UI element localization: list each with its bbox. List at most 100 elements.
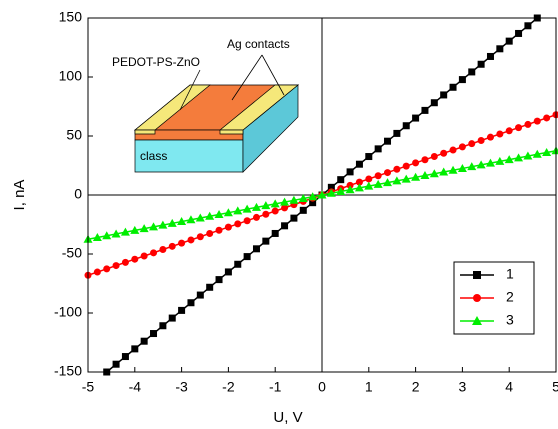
marker — [122, 353, 129, 360]
chart: class PEDOT-PS-ZnO Ag contacts U, V I, n… — [0, 0, 558, 429]
marker — [543, 114, 550, 121]
marker — [515, 30, 522, 37]
marker — [515, 124, 522, 131]
marker — [450, 147, 457, 154]
marker — [169, 315, 176, 322]
marker — [450, 84, 457, 91]
marker — [365, 175, 372, 182]
marker — [253, 214, 260, 221]
marker — [197, 292, 204, 299]
marker — [187, 236, 194, 243]
marker — [375, 145, 382, 152]
marker — [178, 240, 185, 247]
x-tick-label: -1 — [269, 379, 282, 395]
marker — [262, 238, 269, 245]
annotation: PEDOT-PS-ZnO — [112, 55, 200, 69]
marker — [384, 169, 391, 176]
marker — [403, 163, 410, 170]
marker — [459, 143, 466, 150]
marker — [524, 121, 531, 128]
y-tick-label: 150 — [59, 9, 83, 25]
marker — [478, 61, 485, 68]
marker — [403, 122, 410, 129]
marker — [524, 22, 531, 29]
marker — [487, 134, 494, 141]
marker — [478, 137, 485, 144]
marker — [244, 217, 251, 224]
y-tick-label: -150 — [54, 363, 82, 379]
marker — [421, 107, 428, 114]
marker — [131, 256, 138, 263]
y-tick-label: 100 — [59, 68, 83, 84]
marker — [262, 211, 269, 218]
marker — [431, 99, 438, 106]
marker — [178, 307, 185, 314]
marker — [225, 268, 232, 275]
marker — [272, 208, 279, 215]
x-tick-label: 3 — [459, 379, 467, 395]
marker — [506, 127, 513, 134]
legend: 123 — [454, 262, 534, 334]
marker — [421, 156, 428, 163]
marker — [431, 153, 438, 160]
marker — [113, 361, 120, 368]
x-tick-label: -2 — [222, 379, 235, 395]
marker — [197, 233, 204, 240]
marker — [216, 227, 223, 234]
x-tick-label: -3 — [175, 379, 188, 395]
y-tick-label: 50 — [66, 127, 82, 143]
x-tick-label: -5 — [82, 379, 95, 395]
marker — [216, 276, 223, 283]
marker — [496, 130, 503, 137]
marker — [365, 153, 372, 160]
marker — [440, 91, 447, 98]
marker — [244, 253, 251, 260]
legend-label: 1 — [506, 266, 514, 282]
marker — [113, 262, 120, 269]
marker — [553, 111, 558, 118]
marker — [141, 338, 148, 345]
marker — [290, 215, 297, 222]
marker — [552, 146, 558, 154]
y-tick-label: 0 — [74, 186, 82, 202]
marker — [206, 284, 213, 291]
marker — [206, 230, 213, 237]
marker — [468, 140, 475, 147]
x-tick-label: 5 — [552, 379, 558, 395]
annotation: Ag contacts — [227, 37, 290, 51]
marker — [122, 259, 129, 266]
annotation: class — [140, 149, 167, 163]
legend-label: 3 — [506, 312, 514, 328]
marker — [225, 224, 232, 231]
x-tick-label: 4 — [505, 379, 513, 395]
marker — [103, 265, 110, 272]
marker — [272, 230, 279, 237]
marker — [412, 115, 419, 122]
marker — [496, 45, 503, 52]
marker — [468, 68, 475, 75]
marker — [159, 322, 166, 329]
marker — [506, 38, 513, 45]
x-tick-label: -4 — [129, 379, 142, 395]
marker — [393, 130, 400, 137]
marker — [375, 172, 382, 179]
marker — [412, 159, 419, 166]
x-tick-label: 1 — [365, 379, 373, 395]
marker — [347, 168, 354, 175]
marker — [234, 220, 241, 227]
marker — [150, 249, 157, 256]
marker — [253, 245, 260, 252]
x-axis-label: U, V — [273, 409, 302, 426]
marker — [187, 299, 194, 306]
marker — [473, 271, 481, 279]
marker — [300, 207, 307, 214]
marker — [281, 222, 288, 229]
marker — [473, 294, 481, 302]
marker — [534, 118, 541, 125]
marker — [94, 269, 101, 276]
marker — [356, 161, 363, 168]
marker — [440, 150, 447, 157]
x-tick-label: 2 — [412, 379, 420, 395]
marker — [393, 166, 400, 173]
marker — [234, 261, 241, 268]
